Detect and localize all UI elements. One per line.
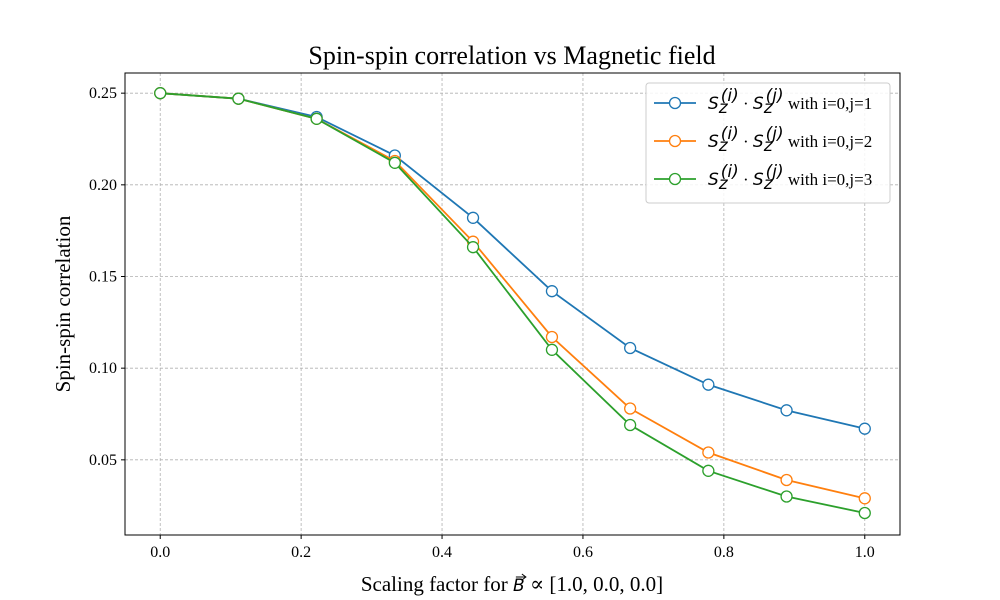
data-point bbox=[624, 341, 637, 355]
y-tick-label: 0.25 bbox=[89, 85, 117, 102]
legend-item: Sz(i) · Sz(j) with i=0,j=1 bbox=[654, 86, 872, 118]
legend-box bbox=[645, 82, 891, 204]
x-tick-label: 0.4 bbox=[432, 544, 452, 561]
ticks: 0.0 0.2 0.4 0.6 0.8 1.0 0.05 0.10 0.15 0.20 0.25 bbox=[89, 85, 875, 561]
data-point bbox=[858, 422, 871, 435]
legend-label: Sz(i) · Sz(j) with i=0,j=3 bbox=[708, 162, 872, 194]
data-point bbox=[154, 87, 167, 100]
chart-title: Spin-spin correlation vs Magnetic field bbox=[308, 41, 715, 70]
legend-marker bbox=[668, 172, 682, 186]
legend-label: Sz(i) · Sz(j) with i=0,j=1 bbox=[708, 86, 872, 118]
data-point bbox=[624, 402, 637, 415]
data-point bbox=[624, 418, 637, 432]
y-tick-label: 0.15 bbox=[89, 269, 117, 286]
y-axis-label: Spin-spin correlation bbox=[51, 215, 75, 392]
data-point bbox=[310, 112, 323, 125]
data-point bbox=[466, 241, 480, 254]
x-tick-label: 0.6 bbox=[573, 544, 593, 561]
legend-label: Sz(i) · Sz(j) with i=0,j=2 bbox=[708, 124, 872, 156]
data-point bbox=[545, 343, 559, 356]
x-tick-label: 0.2 bbox=[291, 544, 311, 561]
legend-marker bbox=[668, 134, 682, 148]
data-point bbox=[702, 446, 715, 459]
legend: Sz(i) · Sz(j) with i=0,j=1 Sz(i) · Sz(j) … bbox=[645, 82, 891, 204]
data-point bbox=[232, 92, 245, 105]
data-point bbox=[702, 464, 715, 477]
y-tick-label: 0.05 bbox=[89, 452, 117, 469]
legend-item: Sz(i) · Sz(j) with i=0,j=3 bbox=[654, 162, 872, 194]
data-point bbox=[858, 506, 871, 520]
x-tick-label: 0.8 bbox=[714, 544, 734, 561]
x-tick-label: 0.0 bbox=[150, 544, 170, 561]
y-tick-label: 0.10 bbox=[89, 360, 117, 377]
data-point bbox=[780, 490, 793, 503]
series-3 bbox=[154, 87, 871, 520]
series-layer bbox=[154, 87, 871, 520]
data-point bbox=[466, 211, 480, 224]
data-point bbox=[388, 156, 401, 169]
data-point bbox=[780, 473, 793, 487]
legend-marker bbox=[668, 96, 682, 110]
legend-item: Sz(i) · Sz(j) with i=0,j=2 bbox=[654, 124, 872, 156]
data-point bbox=[702, 378, 715, 391]
data-point bbox=[545, 285, 559, 298]
x-tick-label: 1.0 bbox=[855, 544, 875, 561]
y-tick-label: 0.20 bbox=[89, 177, 117, 194]
x-axis-label: Scaling factor for B ∝ [1.0, 0.0, 0.0] bbox=[361, 572, 663, 596]
data-point bbox=[858, 492, 871, 505]
data-point bbox=[545, 330, 559, 344]
series-line bbox=[160, 92, 865, 514]
data-point bbox=[780, 404, 793, 417]
plot-frame bbox=[124, 72, 901, 536]
vector-arrow-icon bbox=[515, 573, 527, 581]
